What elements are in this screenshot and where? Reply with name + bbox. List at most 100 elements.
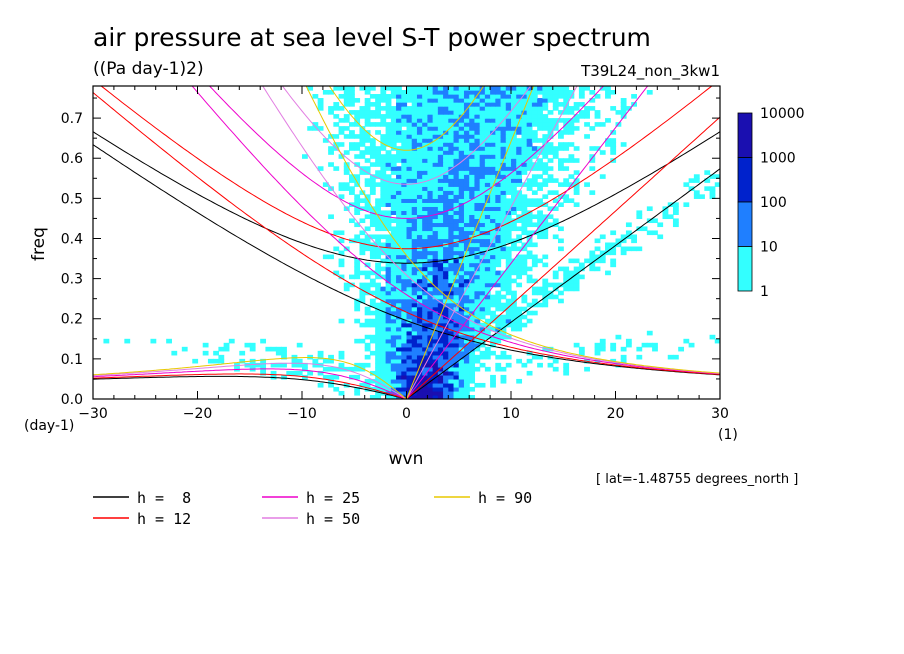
power-cell [526, 310, 533, 316]
power-cell [552, 90, 559, 95]
power-cell [416, 370, 423, 376]
power-cell [322, 138, 329, 143]
power-cell [547, 362, 554, 368]
power-cell [620, 358, 627, 364]
power-cell [385, 282, 392, 288]
power-cell [432, 190, 439, 195]
power-cell [443, 122, 449, 127]
power-cell [500, 318, 507, 324]
power-cell [401, 386, 408, 392]
power-cell [427, 202, 434, 207]
power-cell [453, 174, 460, 179]
power-cell [463, 226, 470, 232]
power-cell [511, 278, 517, 284]
power-cell [375, 266, 381, 272]
power-cell [505, 266, 512, 272]
power-cell [432, 286, 439, 292]
power-cell [516, 90, 523, 95]
power-cell [484, 166, 491, 171]
power-cell [463, 242, 470, 248]
power-cell [380, 122, 387, 127]
power-cell [354, 302, 361, 308]
power-cell [448, 282, 455, 288]
power-cell [558, 166, 564, 171]
power-cell [458, 374, 465, 380]
power-cell [469, 330, 476, 336]
power-cell [516, 238, 523, 244]
power-cell [411, 234, 418, 240]
power-cell [474, 218, 481, 224]
power-cell [406, 370, 413, 376]
power-cell [401, 190, 408, 195]
power-cell [469, 126, 476, 131]
power-cell [521, 322, 528, 328]
power-cell [463, 254, 470, 260]
power-cell [463, 326, 470, 332]
power-cell [401, 370, 408, 376]
power-cell [453, 130, 460, 135]
power-cell [390, 234, 397, 240]
power-cell [505, 306, 512, 312]
power-cell [375, 302, 381, 308]
power-cell [495, 154, 502, 159]
power-cell [396, 330, 402, 336]
power-cell [463, 310, 470, 316]
power-cell [490, 190, 496, 195]
power-cell [437, 174, 444, 179]
chart-title: air pressure at sea level S-T power spec… [93, 23, 651, 52]
power-cell [505, 234, 512, 240]
power-cell [437, 346, 444, 352]
power-cell [359, 142, 366, 147]
power-cell [411, 254, 418, 260]
power-cell [531, 214, 538, 220]
power-cell [443, 246, 449, 252]
power-cell [244, 342, 251, 348]
power-cell [385, 122, 392, 127]
power-cell [359, 270, 366, 276]
power-cell [416, 246, 423, 252]
power-cell [443, 350, 449, 356]
power-cell [416, 338, 423, 344]
power-cell [474, 310, 481, 316]
power-cell [422, 322, 428, 328]
power-cell [369, 186, 376, 191]
power-cell [531, 254, 538, 260]
power-cell [406, 250, 413, 256]
power-cell [558, 142, 564, 147]
power-cell [448, 170, 455, 175]
power-cell [343, 282, 350, 288]
power-cell [354, 262, 361, 268]
power-cell [688, 342, 695, 348]
power-cell [453, 178, 460, 183]
power-cell [479, 354, 486, 360]
power-cell [495, 302, 502, 308]
power-cell [458, 190, 465, 195]
power-cell [338, 118, 345, 123]
power-cell [542, 154, 549, 159]
power-cell [369, 218, 376, 224]
power-cell [448, 254, 455, 260]
power-cell [443, 346, 449, 352]
power-cell [511, 106, 517, 111]
power-cell [432, 350, 439, 356]
power-cell [422, 234, 428, 240]
power-cell [359, 366, 366, 372]
power-cell [396, 166, 402, 171]
power-cell [396, 358, 402, 364]
power-cell [511, 306, 517, 312]
power-cell [390, 182, 397, 187]
power-cell [369, 190, 376, 195]
power-cell [411, 258, 418, 264]
power-cell [375, 154, 381, 159]
power-cell [479, 314, 486, 320]
power-cell [448, 106, 455, 111]
power-cell [458, 110, 465, 115]
power-cell [542, 138, 549, 143]
power-cell [490, 278, 496, 284]
power-cell [427, 166, 434, 171]
power-cell [463, 378, 470, 384]
power-cell [427, 274, 434, 280]
power-cell [437, 202, 444, 207]
power-cell [401, 114, 408, 119]
power-cell [375, 318, 381, 324]
